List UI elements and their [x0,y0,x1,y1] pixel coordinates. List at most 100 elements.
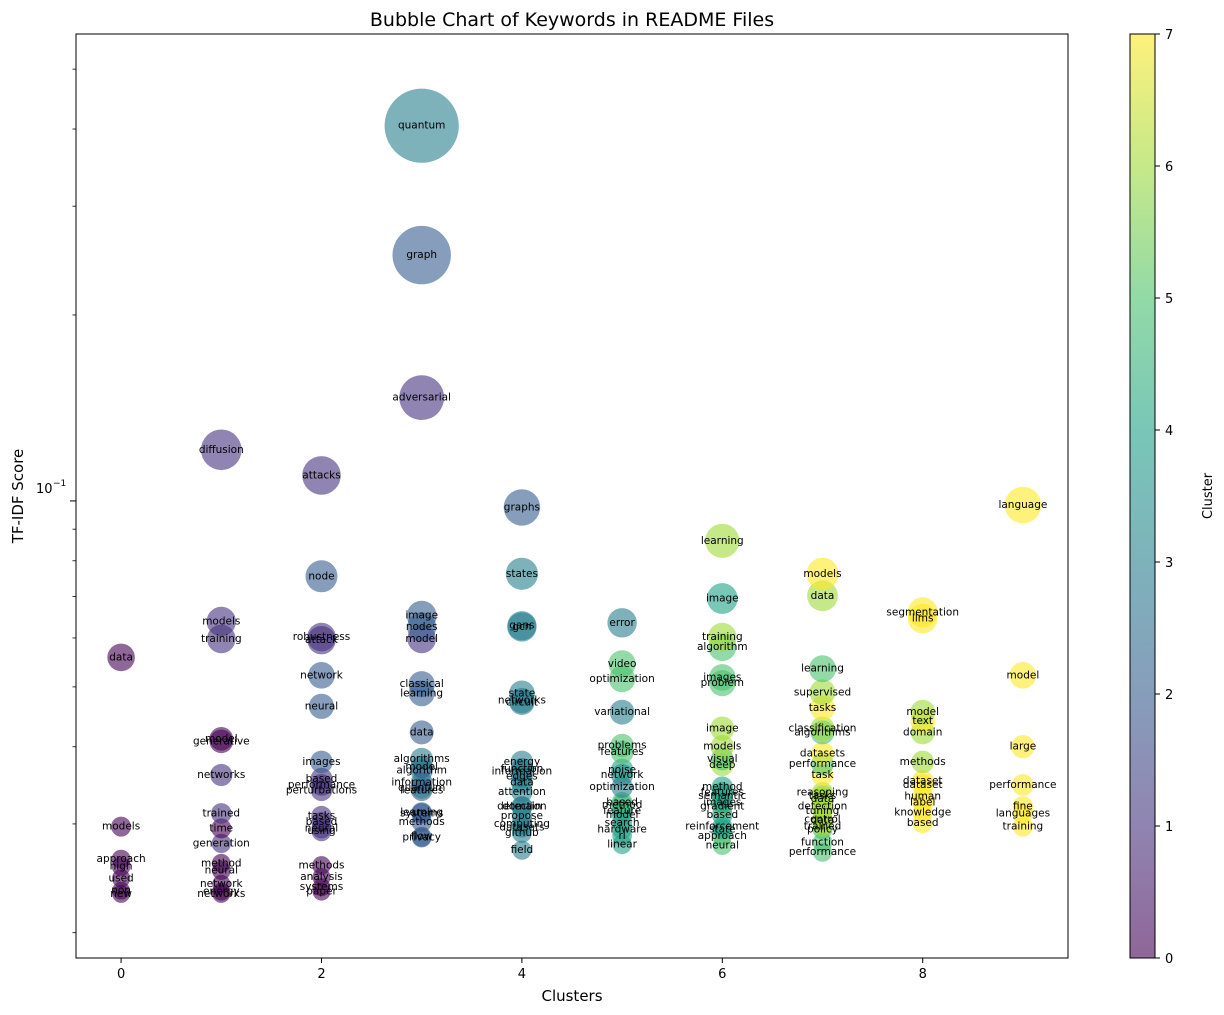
bubble-label: model [405,633,438,645]
x-axis: 0 2 4 6 8 [117,958,927,982]
bubble-label: algorithms [394,753,450,765]
bubble-label: supervised [794,686,851,698]
bubble-label: label [910,796,935,808]
bubble-dataset [911,770,934,792]
bubble-label: dataset [903,775,943,787]
bubble-label: knowledge [894,807,951,819]
bubble-label: neural [205,865,238,877]
bubble-label: tasks [308,810,336,822]
bubble-label: data [109,651,133,663]
bubble-node [305,560,338,593]
bubble-label: optimization [589,673,654,685]
x-tick-label: 0 [117,967,125,982]
bubble-label: feature [603,805,641,817]
colorbar-gradient [1129,33,1156,959]
colorbar-label: Cluster [1201,472,1216,519]
bubble-label: gcn [512,621,531,633]
bubble-label: deep [709,759,736,771]
bubble-image [710,716,735,741]
bubble-label: network [601,769,645,781]
bubble-label: github [505,827,539,839]
bubble-label: based [306,816,338,828]
bubble-flow [411,826,432,847]
bubble-label: systems [400,807,443,819]
bubble-networks [210,763,233,787]
bubble-reasoning [811,782,834,804]
bubble-label: adversarial [392,392,451,404]
bubble-tasks [311,805,332,827]
bubble-state [509,680,535,707]
colorbar-tick-label: 2 [1165,688,1173,703]
bubble-label: states [506,568,538,580]
bubble-data [107,643,135,672]
bubble-label: neural [305,700,338,712]
bubble-label: image [405,610,438,622]
bubble-image [406,600,437,631]
bubble-label: problems [598,739,647,751]
bubble-label: flow [411,831,433,843]
bubble-label: rl [618,830,625,842]
bubble-label: perturbations [286,784,357,796]
bubble-variational [609,699,635,725]
bubble-label: dataset [903,779,943,791]
y-tick-exponent: −1 [53,479,66,489]
bubble-label: learning [701,535,744,547]
bubble-label: performance [789,758,856,770]
bubble-label: propose [501,810,543,822]
bubble-label: features [600,746,643,758]
colorbar-tick-label: 0 [1165,952,1173,967]
bubble-label: models [803,568,841,580]
bubble-label: quantum [398,782,445,794]
bubble-label: models [703,741,741,753]
bubble-label: language [998,499,1047,511]
points-layer [107,88,1042,903]
bubble-images [709,664,736,691]
bubble-label: used [108,872,133,884]
bubble-algorithms [410,747,434,771]
plot-frame [75,33,1069,959]
bubble-label: languages [996,807,1050,819]
bubble-label: video [608,658,637,670]
x-tick-label: 8 [919,967,927,982]
bubble-label: optimization [589,781,654,793]
bubble-label: methods [900,756,946,768]
bubble-label: training [702,631,743,643]
bubble-datasets [811,742,834,765]
bubble-label: function [500,763,543,775]
bubble-label: systems [300,881,343,893]
bubble-label: methods [298,859,344,871]
bubble-label: energy [203,886,240,898]
bubble-label: gradient [700,801,744,813]
bubble-label: search [605,817,640,829]
bubble-segmentation [907,597,938,628]
bubble-label: segmentation [886,606,959,618]
bubble-label: features [701,787,744,799]
bubble-language [1004,486,1042,524]
colorbar-tick-label: 7 [1165,28,1173,43]
bubble-generation [211,833,231,854]
bubble-energy [510,750,534,774]
y-tick-label: 10 −1 [36,479,66,497]
bubble-label: fine [1013,801,1033,813]
bubble-label: detection [497,801,547,813]
chart-title: Bubble Chart of Keywords in README Files [370,9,774,31]
x-tick-label: 2 [317,967,325,982]
bubble-label: domain [502,801,541,813]
bubble-label: generation [193,837,250,849]
bubble-data [409,720,434,745]
bubble-label: method [702,781,743,793]
bubble-classification [810,716,835,741]
bubble-label: problem [701,677,744,689]
bubble-label: networks [197,769,245,781]
bubble-label: algorithm [697,641,748,653]
bubble-label: field [511,844,534,856]
bubble-label: high [110,861,133,873]
bubble-label: images [703,671,741,683]
bubble-label: performance [288,779,355,791]
x-axis-label: Clusters [541,987,602,1005]
bubble-models [710,735,734,759]
bubble-label: neural [305,822,338,834]
bubble-error [607,608,637,638]
bubble-label: nodes [406,621,438,633]
